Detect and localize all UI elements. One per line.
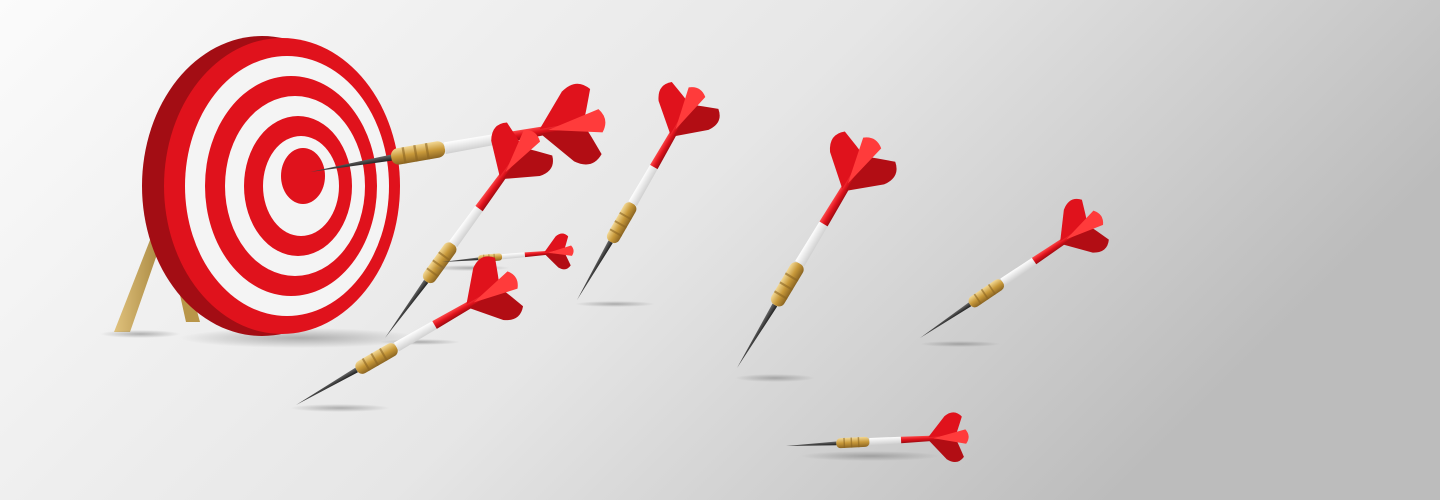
target-icon	[142, 36, 420, 348]
dart-icon	[278, 248, 534, 435]
dart-icon	[548, 72, 728, 317]
dart-icon	[784, 411, 970, 471]
dart-icon	[903, 191, 1118, 363]
dart-icon	[705, 120, 906, 387]
